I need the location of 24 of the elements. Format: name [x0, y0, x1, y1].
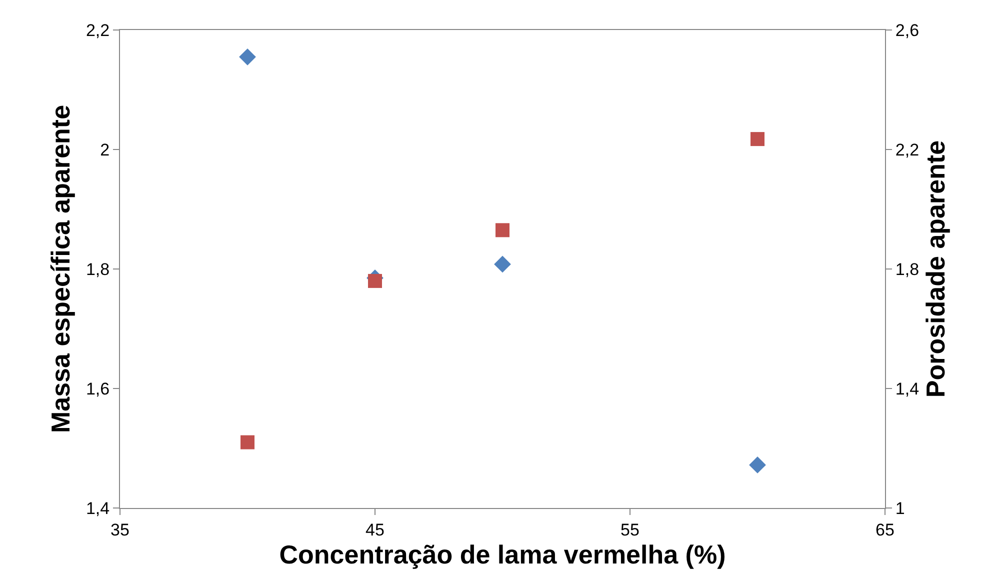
point: [749, 456, 766, 474]
y2-tick-label: 1: [895, 498, 905, 518]
x-tick-label: 65: [876, 520, 894, 540]
x-tick-label: 55: [620, 520, 640, 540]
y-axis-title: Massa específica aparente: [45, 104, 76, 434]
point: [240, 435, 254, 450]
y2-tick-label: 1,8: [895, 260, 920, 279]
y-tick-label: 1,4: [86, 498, 110, 518]
point: [368, 274, 382, 288]
y-tick-label: 1,6: [86, 379, 110, 398]
y-tick-label: 1,8: [86, 260, 110, 279]
point: [239, 48, 256, 66]
point: [494, 256, 511, 273]
point: [496, 223, 510, 238]
x-tick-label: 45: [366, 520, 384, 540]
y-tick-label: 2,2: [86, 20, 110, 40]
x-axis-title: Concentração de lama vermelha (%): [279, 539, 726, 570]
x-tick-label: 35: [110, 520, 130, 540]
y2-tick-label: 2,6: [895, 20, 920, 40]
y2-axis-title: Porosidade aparente: [920, 140, 951, 398]
y-tick-label: 2: [100, 140, 110, 160]
y2-tick-label: 1,4: [895, 379, 920, 398]
point: [750, 132, 764, 146]
y2-tick-label: 2,2: [895, 140, 920, 160]
